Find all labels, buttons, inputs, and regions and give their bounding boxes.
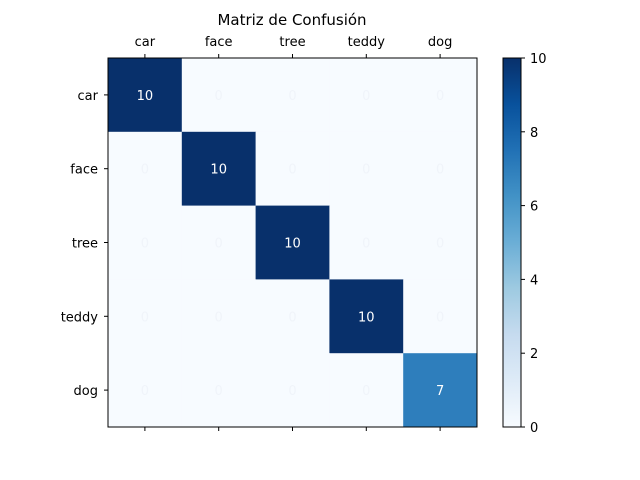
cell-value-label: 0 — [215, 384, 223, 399]
cell-value-label: 0 — [288, 89, 296, 104]
cell-value-label: 0 — [362, 89, 370, 104]
cell-value-label: 0 — [362, 237, 370, 252]
y-tick-label: dog — [74, 384, 98, 399]
heatmap-cell — [403, 205, 478, 280]
heatmap-cell — [403, 58, 478, 133]
heatmap-cell — [181, 58, 257, 133]
cell-value-label: 0 — [215, 310, 223, 325]
colorbar-tick-label: 6 — [530, 200, 538, 215]
heatmap-cell — [403, 131, 478, 207]
cell-value-label: 0 — [436, 89, 444, 104]
x-axis-ticks: car face tree teddy dog — [135, 35, 452, 431]
heatmap-cell — [108, 353, 183, 428]
cell-value-label: 0 — [362, 163, 370, 178]
colorbar-tick-label: 2 — [530, 347, 538, 362]
heatmap-cell — [181, 131, 257, 207]
x-tick-label: dog — [428, 35, 452, 50]
colorbar-gradient — [503, 58, 521, 427]
heatmap-cell — [403, 279, 478, 354]
heatmap-cell — [329, 58, 404, 133]
heatmap-cell — [108, 205, 183, 280]
cell-value-label: 0 — [436, 310, 444, 325]
y-tick-label: tree — [72, 237, 98, 252]
cell-value-label: 10 — [137, 89, 154, 104]
y-axis-ticks: car face tree teddy dog — [61, 89, 108, 399]
heatmap-cell — [329, 131, 404, 207]
colorbar: 0 2 4 6 8 10 — [502, 52, 547, 436]
colorbar-frame — [502, 57, 522, 428]
cell-value-label: 0 — [436, 237, 444, 252]
cell-value-label: 10 — [210, 163, 227, 178]
heatmap-cell — [108, 131, 183, 207]
heatmap-cell — [108, 279, 183, 354]
cell-value-labels: 10 0 0 0 0 0 10 0 0 0 0 0 10 0 0 0 0 0 10 0 0 0 0 0 7 — [137, 89, 445, 399]
x-tick-label: face — [205, 35, 233, 50]
cell-value-label: 10 — [358, 310, 375, 325]
y-tick-label: car — [78, 89, 99, 104]
colorbar-tick-label: 4 — [530, 273, 538, 288]
heatmap-cell — [403, 353, 478, 428]
cell-value-label: 0 — [288, 384, 296, 399]
cell-value-label: 0 — [215, 237, 223, 252]
cell-value-label: 0 — [288, 310, 296, 325]
cell-value-label: 0 — [141, 163, 149, 178]
heatmap-cell — [108, 58, 183, 133]
cell-value-label: 0 — [215, 89, 223, 104]
heatmap-cells — [108, 58, 478, 428]
heatmap-cell — [329, 279, 404, 354]
heatmap-cell — [181, 205, 257, 280]
chart-title: Matriz de Confusión — [217, 11, 366, 29]
x-tick-label: tree — [279, 35, 305, 50]
cell-value-label: 0 — [141, 237, 149, 252]
y-tick-label: face — [70, 163, 98, 178]
x-tick-label: teddy — [348, 35, 386, 50]
colorbar-ticks: 0 2 4 6 8 10 — [521, 52, 547, 436]
heatmap-cell — [181, 353, 257, 428]
cell-value-label: 0 — [362, 384, 370, 399]
heatmap-cell — [255, 279, 330, 354]
heatmap-cell — [255, 353, 330, 428]
heatmap-cell — [329, 353, 404, 428]
cell-value-label: 0 — [141, 384, 149, 399]
y-tick-label: teddy — [61, 310, 99, 325]
cell-value-label: 0 — [288, 163, 296, 178]
heatmap-cell — [255, 58, 330, 133]
heatmap-cell — [329, 205, 404, 280]
cell-value-label: 7 — [436, 384, 444, 399]
cell-value-label: 0 — [436, 163, 444, 178]
colorbar-tick-label: 0 — [530, 421, 538, 436]
colorbar-tick-label: 10 — [530, 52, 547, 67]
cell-value-label: 10 — [284, 237, 301, 252]
cell-value-label: 0 — [141, 310, 149, 325]
heatmap-cell — [255, 131, 330, 207]
heatmap-cell — [181, 279, 257, 354]
x-tick-label: car — [135, 35, 156, 50]
colorbar-tick-label: 8 — [530, 126, 538, 141]
heatmap-cell — [255, 205, 330, 280]
